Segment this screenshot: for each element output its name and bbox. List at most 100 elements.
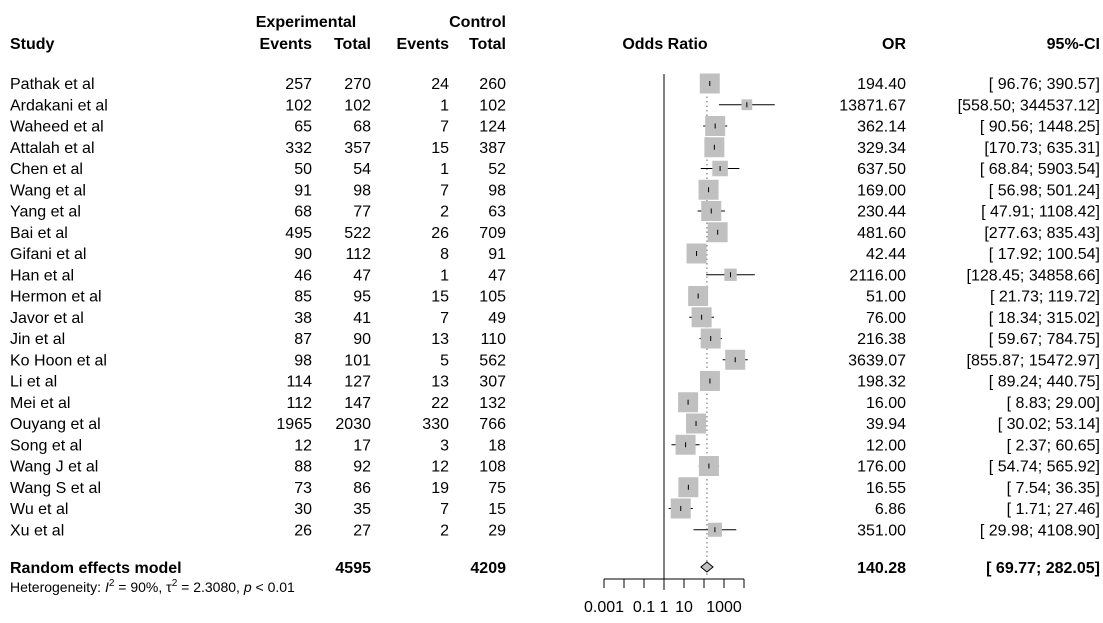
ctrl-events: 1 [440,97,449,114]
exp-events: 257 [285,76,312,93]
x-axis: 0.001 0.1 1 10 1000 [584,578,745,616]
exp-events: 114 [286,374,312,391]
study-row: Ko Hoon et al 98 101 5 562 3639.07 [855.87; 15… [10,349,1100,370]
ctrl-total: 63 [488,204,506,221]
ctrl-events: 1 [440,267,449,284]
or-value: 51.00 [866,289,906,306]
header-control: Control [449,14,506,31]
ctrl-events: 2 [440,204,449,221]
or-value: 2116.00 [849,267,906,284]
study-name: Wang S et al [10,480,101,497]
exp-events: 50 [294,161,312,178]
exp-total: 68 [353,119,371,136]
study-row: Ardakani et al 102 102 1 102 13871.67 [558.50;… [10,97,1100,114]
study-name: Ouyang et al [10,416,101,433]
ci-value: [855.87; 15472.97] [967,352,1100,369]
exp-events: 1965 [276,416,312,433]
ci-value: [ 17.92; 100.54] [989,246,1100,263]
study-row: Song et al 12 17 3 18 12.00 [ 2.37; 60.65] [10,434,1100,455]
study-name: Chen et al [10,161,83,178]
study-name: Bai et al [10,225,68,242]
exp-events: 65 [294,119,312,136]
or-value: 12.00 [866,437,906,454]
ctrl-total: 15 [488,501,506,518]
exp-total: 95 [353,289,371,306]
ci-value: [ 29.98; 4108.90] [980,522,1100,539]
ctrl-events: 15 [431,140,449,157]
study-row: Yang et al 68 77 2 63 230.44 [ 47.91; 1108.42] [10,201,1100,221]
ctrl-total: 387 [479,140,506,157]
exp-total: 27 [353,522,371,539]
ci-value: [ 56.98; 501.24] [989,182,1100,199]
study-row: Chen et al 50 54 1 52 637.50 [ 68.84; 5903.54] [10,160,1100,178]
ctrl-total: 110 [480,331,506,348]
ctrl-total: 260 [479,76,506,93]
exp-events: 26 [294,522,312,539]
or-value: 198.32 [857,374,906,391]
exp-total: 35 [353,501,371,518]
summary-diamond [700,561,714,573]
study-name: Ardakani et al [10,97,108,114]
ci-value: [ 1.71; 27.46] [1007,501,1100,518]
ctrl-total: 47 [488,267,506,284]
ctrl-events: 13 [431,374,449,391]
ci-value: [ 59.67; 784.75] [989,331,1100,348]
ci-value: [ 2.37; 60.65] [1007,437,1100,454]
x-tick-label: 0.1 [633,599,655,616]
or-value: 169.00 [857,182,906,199]
or-value: 6.86 [875,501,906,518]
exp-events: 46 [294,267,312,284]
exp-events: 90 [294,246,312,263]
study-name: Yang et al [10,204,81,221]
exp-total: 357 [344,140,371,157]
exp-events: 112 [286,395,312,412]
header-or: OR [882,36,906,53]
study-row: Jin et al 87 90 13 110 216.38 [ 59.67; 784.75] [10,328,1100,349]
ci-value: [277.63; 835.43] [984,225,1100,242]
study-name: Pathak et al [10,76,95,93]
study-row: Xu et al 26 27 2 29 351.00 [ 29.98; 4108.90] [10,522,1100,539]
study-row: Attalah et al 332 357 15 387 329.34 [170.73; 6… [10,137,1100,158]
study-name: Waheed et al [10,119,104,136]
header-odds-ratio: Odds Ratio [622,36,708,53]
exp-events: 73 [294,480,312,497]
study-row: Waheed et al 65 68 7 124 362.14 [ 90.56; 1448.… [10,116,1100,136]
ctrl-events: 5 [440,352,449,369]
exp-events: 91 [294,182,312,199]
exp-total: 54 [353,161,371,178]
ctrl-events: 3 [440,437,449,454]
or-value: 481.60 [857,225,906,242]
exp-total: 522 [344,225,371,242]
exp-events: 495 [285,225,312,242]
summary-or: 140.28 [857,560,906,577]
ctrl-total: 124 [479,119,506,136]
ctrl-events: 1 [440,161,449,178]
study-name: Li et al [10,374,57,391]
exp-total: 17 [353,437,371,454]
study-name: Song et al [10,437,82,454]
exp-events: 102 [285,97,312,114]
ctrl-total: 105 [479,289,506,306]
exp-total: 101 [344,352,371,369]
study-row: Gifani et al 90 112 8 91 42.44 [ 17.92; 100.54… [10,243,1100,264]
exp-total: 147 [344,395,371,412]
study-name: Hermon et al [10,289,102,306]
exp-events: 85 [294,289,312,306]
ctrl-events: 22 [431,395,449,412]
or-value: 351.00 [857,522,906,539]
ci-value: [ 8.83; 29.00] [1007,395,1100,412]
study-name: Javor et al [10,310,84,327]
or-value: 76.00 [866,310,906,327]
exp-events: 87 [294,331,312,348]
exp-total: 41 [353,310,371,327]
study-row: Hermon et al 85 95 15 105 51.00 [ 21.73; 119.7… [10,286,1100,306]
study-name: Attalah et al [10,140,95,157]
or-value: 39.94 [866,416,906,433]
exp-total: 127 [344,374,371,391]
exp-total: 98 [353,182,371,199]
ctrl-events: 26 [431,225,449,242]
exp-events: 30 [294,501,312,518]
ctrl-events: 7 [440,310,449,327]
summary-ctrl-total: 4209 [470,560,506,577]
